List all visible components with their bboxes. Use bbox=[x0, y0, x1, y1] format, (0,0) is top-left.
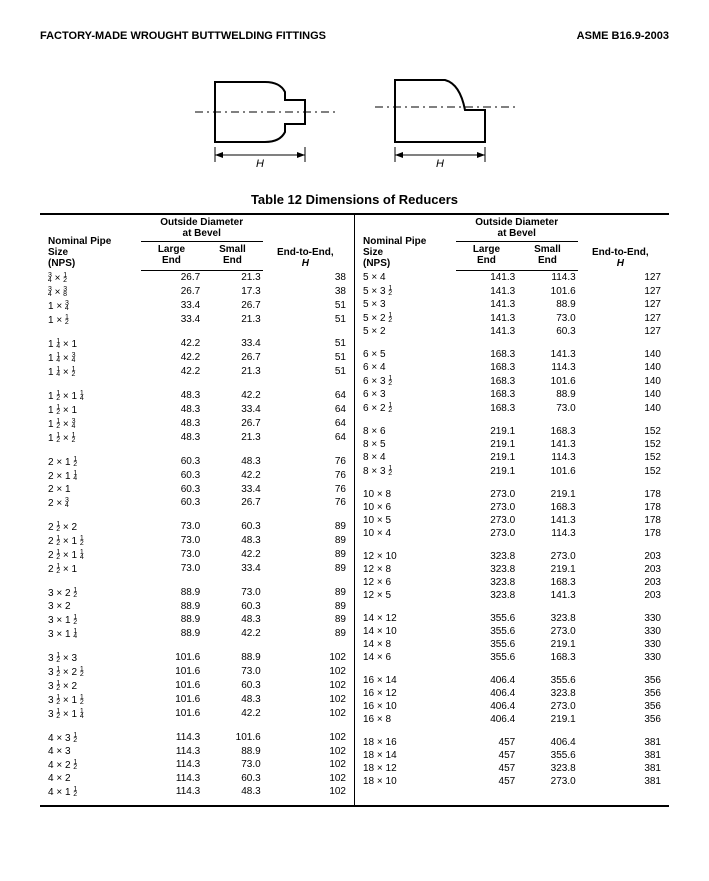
table-row: 6 × 5168.3141.3140 bbox=[361, 348, 663, 361]
table-row: 2 × 160.333.476 bbox=[46, 483, 348, 496]
table-row: 2 12 × 1 1273.048.389 bbox=[46, 534, 348, 548]
table-row: 14 × 12355.6323.8330 bbox=[361, 612, 663, 625]
dimensions-table: Nominal PipeSize(NPS) Outside Diameterat… bbox=[40, 213, 669, 807]
table-row: 18 × 16457406.4381 bbox=[361, 736, 663, 749]
table-row: 18 × 12457323.8381 bbox=[361, 762, 663, 775]
table-row: 10 × 8273.0219.1178 bbox=[361, 488, 663, 501]
table-title: Table 12 Dimensions of Reducers bbox=[40, 192, 669, 207]
table-row: 1 12 × 1248.321.364 bbox=[46, 431, 348, 445]
table-row: 10 × 4273.0114.3178 bbox=[361, 527, 663, 540]
table-row: 3 × 2 1288.973.089 bbox=[46, 586, 348, 600]
table-row: 3 12 × 3101.688.9102 bbox=[46, 651, 348, 665]
table-row: 6 × 4168.3114.3140 bbox=[361, 361, 663, 374]
table-row: 12 × 5323.8141.3203 bbox=[361, 589, 663, 602]
table-row: 4 × 2114.360.3102 bbox=[46, 772, 348, 785]
reducer-diagrams: H H bbox=[40, 62, 669, 172]
svg-text:H: H bbox=[256, 158, 264, 170]
table-row: 18 × 10457273.0381 bbox=[361, 775, 663, 788]
table-row: 3 × 1 1488.942.289 bbox=[46, 627, 348, 641]
table-row: 10 × 5273.0141.3178 bbox=[361, 514, 663, 527]
table-row: 10 × 6273.0168.3178 bbox=[361, 501, 663, 514]
table-row: 1 14 × 3442.226.751 bbox=[46, 351, 348, 365]
table-row: 14 × 10355.6273.0330 bbox=[361, 625, 663, 638]
table-row: 34 × 1226.721.338 bbox=[46, 271, 348, 285]
table-row: 16 × 10406.4273.0356 bbox=[361, 700, 663, 713]
table-row: 1 12 × 1 1448.342.264 bbox=[46, 389, 348, 403]
table-header: Nominal PipeSize(NPS) Outside Diameterat… bbox=[361, 215, 663, 271]
table-row: 18 × 14457355.6381 bbox=[361, 749, 663, 762]
table-row: 14 × 8355.6219.1330 bbox=[361, 638, 663, 651]
table-row: 3 × 288.960.389 bbox=[46, 600, 348, 613]
table-row: 4 × 3 12114.3101.6102 bbox=[46, 731, 348, 745]
concentric-reducer-icon: H bbox=[195, 62, 335, 172]
table-row: 1 × 3433.426.751 bbox=[46, 299, 348, 313]
table-row: 12 × 8323.8219.1203 bbox=[361, 563, 663, 576]
table-row: 3 12 × 2101.660.3102 bbox=[46, 679, 348, 693]
table-row: 1 14 × 1242.221.351 bbox=[46, 365, 348, 379]
table-row: 5 × 2141.360.3127 bbox=[361, 325, 663, 338]
table-row: 2 12 × 273.060.389 bbox=[46, 520, 348, 534]
svg-text:H: H bbox=[436, 158, 444, 170]
table-row: 1 × 1233.421.351 bbox=[46, 313, 348, 327]
table-row: 1 14 × 142.233.451 bbox=[46, 337, 348, 351]
table-row: 34 × 3826.717.338 bbox=[46, 285, 348, 299]
table-row: 14 × 6355.6168.3330 bbox=[361, 651, 663, 664]
table-row: 5 × 3141.388.9127 bbox=[361, 298, 663, 311]
table-row: 2 × 3460.326.776 bbox=[46, 496, 348, 510]
table-right-half: Nominal PipeSize(NPS) Outside Diameterat… bbox=[355, 215, 669, 805]
table-row: 6 × 3 12168.3101.6140 bbox=[361, 374, 663, 388]
header-left: FACTORY-MADE WROUGHT BUTTWELDING FITTING… bbox=[40, 30, 326, 42]
table-row: 5 × 3 12141.3101.6127 bbox=[361, 284, 663, 298]
table-row: 2 12 × 1 1473.042.289 bbox=[46, 548, 348, 562]
table-row: 12 × 6323.8168.3203 bbox=[361, 576, 663, 589]
table-row: 2 × 1 1260.348.376 bbox=[46, 455, 348, 469]
table-row: 16 × 14406.4355.6356 bbox=[361, 674, 663, 687]
table-row: 8 × 6219.1168.3152 bbox=[361, 425, 663, 438]
table-row: 3 12 × 1 12101.648.3102 bbox=[46, 693, 348, 707]
table-row: 3 12 × 2 12101.673.0102 bbox=[46, 665, 348, 679]
table-row: 8 × 3 12219.1101.6152 bbox=[361, 464, 663, 478]
table-row: 8 × 5219.1141.3152 bbox=[361, 438, 663, 451]
table-row: 5 × 2 12141.373.0127 bbox=[361, 311, 663, 325]
table-row: 2 12 × 173.033.489 bbox=[46, 562, 348, 576]
page-header: FACTORY-MADE WROUGHT BUTTWELDING FITTING… bbox=[40, 30, 669, 42]
header-right: ASME B16.9-2003 bbox=[577, 30, 669, 42]
table-row: 6 × 2 12168.373.0140 bbox=[361, 401, 663, 415]
table-row: 3 12 × 1 14101.642.2102 bbox=[46, 707, 348, 721]
table-row: 4 × 2 12114.373.0102 bbox=[46, 758, 348, 772]
table-row: 3 × 1 1288.948.389 bbox=[46, 613, 348, 627]
table-row: 4 × 3114.388.9102 bbox=[46, 745, 348, 758]
eccentric-reducer-icon: H bbox=[375, 62, 515, 172]
table-row: 16 × 8406.4219.1356 bbox=[361, 713, 663, 726]
table-row: 2 × 1 1460.342.276 bbox=[46, 469, 348, 483]
table-row: 1 12 × 148.333.464 bbox=[46, 403, 348, 417]
table-row: 12 × 10323.8273.0203 bbox=[361, 550, 663, 563]
table-left-half: Nominal PipeSize(NPS) Outside Diameterat… bbox=[40, 215, 355, 805]
table-row: 6 × 3168.388.9140 bbox=[361, 388, 663, 401]
table-row: 4 × 1 12114.348.3102 bbox=[46, 785, 348, 799]
table-row: 16 × 12406.4323.8356 bbox=[361, 687, 663, 700]
table-row: 8 × 4219.1114.3152 bbox=[361, 451, 663, 464]
table-row: 5 × 4141.3114.3127 bbox=[361, 271, 663, 285]
table-row: 1 12 × 3448.326.764 bbox=[46, 417, 348, 431]
table-header: Nominal PipeSize(NPS) Outside Diameterat… bbox=[46, 215, 348, 271]
